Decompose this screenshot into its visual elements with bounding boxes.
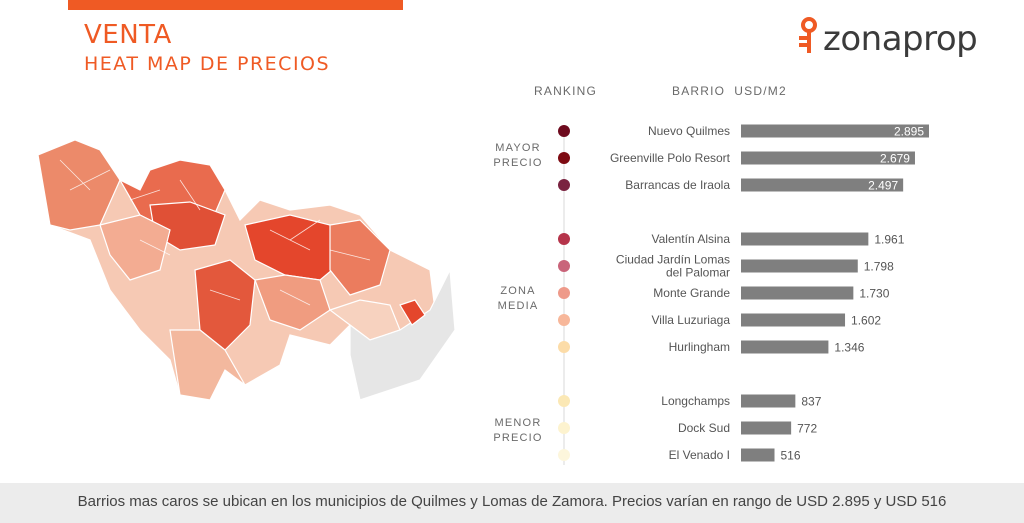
top-accent-bar xyxy=(68,0,403,10)
value-label: 1.730 xyxy=(859,287,889,301)
bar xyxy=(741,178,904,192)
brand-name: zonaprop xyxy=(823,19,978,59)
bar xyxy=(741,421,792,435)
price-ranking-chart: Nuevo Quilmes 2.895 Greenville Polo Resort… xyxy=(558,124,929,465)
ranking-dot xyxy=(558,233,570,245)
category-label: Nuevo Quilmes xyxy=(648,124,730,138)
ranking-dot xyxy=(558,287,570,299)
bar xyxy=(741,259,858,273)
category-label: Valentín Alsina xyxy=(652,232,731,246)
map-region xyxy=(37,139,121,231)
value-label: 516 xyxy=(781,449,801,463)
category-label: Hurlingham xyxy=(669,340,730,354)
value-label: 1.798 xyxy=(864,260,894,274)
category-label: del Palomar xyxy=(666,266,730,280)
bar xyxy=(741,124,929,138)
map-region xyxy=(169,329,246,401)
category-label: Longchamps xyxy=(661,394,730,408)
bar xyxy=(741,394,796,408)
value-label: 837 xyxy=(801,395,821,409)
unit-header-label: USD/M2 xyxy=(734,84,787,98)
group-label-menor: MENOR PRECIO xyxy=(478,416,558,446)
ranking-dot xyxy=(558,125,570,137)
ranking-dot xyxy=(558,422,570,434)
group-label-line: MEDIA xyxy=(497,300,539,312)
group-label-line: MENOR xyxy=(494,417,542,429)
map-region xyxy=(99,214,171,281)
value-label: 2.497 xyxy=(868,179,898,193)
page-title: VENTA xyxy=(84,20,172,50)
group-label-mayor: MAYOR PRECIO xyxy=(478,141,558,171)
bar xyxy=(741,313,846,327)
page-subtitle: HEAT MAP DE PRECIOS xyxy=(84,53,331,75)
barrio-column-header: BARRIO USD/M2 xyxy=(672,84,787,98)
ranking-dot xyxy=(558,341,570,353)
ranking-dot xyxy=(558,314,570,326)
group-label-line: PRECIO xyxy=(493,157,543,169)
price-heat-map xyxy=(37,139,456,401)
ranking-dot xyxy=(558,449,570,461)
value-label: 2.895 xyxy=(894,125,924,139)
map-region-no-data xyxy=(349,267,456,401)
map-region xyxy=(399,299,426,326)
category-label: Monte Grande xyxy=(653,286,730,300)
bar xyxy=(741,151,915,165)
ranking-dot xyxy=(558,152,570,164)
brand-logo: zonaprop xyxy=(795,14,995,64)
value-label: 1.602 xyxy=(851,314,881,328)
group-label-line: ZONA xyxy=(500,285,536,297)
group-label-line: MAYOR xyxy=(495,142,541,154)
category-label: El Venado I xyxy=(669,448,730,462)
footer-banner: Barrios mas caros se ubican en los munic… xyxy=(0,483,1024,523)
value-label: 772 xyxy=(797,422,817,436)
bar xyxy=(741,286,854,300)
category-label: Dock Sud xyxy=(678,421,730,435)
ranking-column-header: RANKING xyxy=(534,84,598,98)
bar xyxy=(741,232,869,246)
ranking-dot xyxy=(558,179,570,191)
ranking-dot xyxy=(558,260,570,272)
ranking-dot xyxy=(558,395,570,407)
barrio-header-label: BARRIO xyxy=(672,84,726,98)
group-label-media: ZONA MEDIA xyxy=(478,284,558,314)
category-label: Ciudad Jardín Lomas xyxy=(616,253,730,267)
value-label: 1.961 xyxy=(874,233,904,247)
key-icon xyxy=(799,17,817,53)
bar xyxy=(741,340,829,354)
category-label: Barrancas de Iraola xyxy=(625,178,730,192)
category-label: Greenville Polo Resort xyxy=(610,151,731,165)
bar xyxy=(741,448,775,462)
category-label: Villa Luzuriaga xyxy=(652,313,731,327)
value-label: 1.346 xyxy=(834,341,864,355)
footer-text: Barrios mas caros se ubican en los munic… xyxy=(77,493,947,510)
group-label-line: PRECIO xyxy=(493,432,543,444)
value-label: 2.679 xyxy=(880,152,910,166)
